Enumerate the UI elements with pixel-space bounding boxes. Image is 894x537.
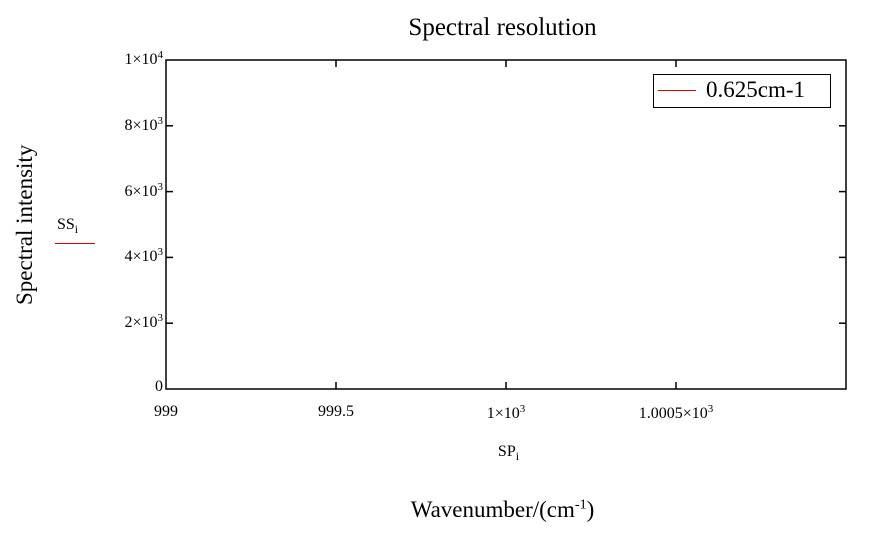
legend-swatch (658, 90, 696, 91)
legend-label: 0.625cm-1 (706, 77, 806, 102)
y-tick-label: 6×103 (124, 180, 163, 200)
x-axis-label: Wavenumber/(cm-1) (410, 497, 595, 522)
y-variable-label: SSi (57, 216, 79, 237)
x-tick-label: 999 (154, 403, 178, 420)
y-tick-label: 0 (155, 378, 163, 395)
x-tick-label: 999.5 (318, 403, 354, 420)
y-variable-trace-swatch (55, 243, 95, 244)
x-tick-label: 1.0005×103 (638, 403, 714, 422)
y-tick-label: 1×104 (124, 49, 163, 68)
legend: 0.625cm-1 (653, 74, 831, 108)
x-tick-label: 1×103 (486, 403, 526, 422)
y-tick-label: 8×103 (124, 114, 163, 134)
chart-title: Spectral resolution (408, 14, 597, 41)
x-variable-label: SPi (497, 443, 520, 464)
y-tick-label: 4×103 (124, 246, 163, 266)
plot-frame (165, 59, 847, 390)
y-tick-label: 2×103 (124, 312, 163, 332)
